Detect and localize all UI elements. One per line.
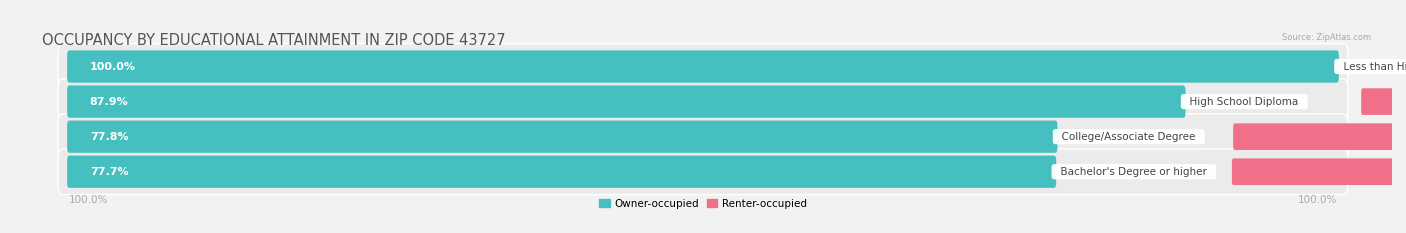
Text: Source: ZipAtlas.com: Source: ZipAtlas.com [1282,33,1371,42]
Text: Bachelor's Degree or higher: Bachelor's Degree or higher [1054,167,1213,177]
Text: Less than High School: Less than High School [1337,62,1406,72]
Legend: Owner-occupied, Renter-occupied: Owner-occupied, Renter-occupied [599,199,807,209]
FancyBboxPatch shape [67,120,1057,153]
FancyBboxPatch shape [67,50,1339,83]
FancyBboxPatch shape [58,44,1348,89]
FancyBboxPatch shape [67,156,1056,188]
Text: 100.0%: 100.0% [90,62,136,72]
Text: OCCUPANCY BY EDUCATIONAL ATTAINMENT IN ZIP CODE 43727: OCCUPANCY BY EDUCATIONAL ATTAINMENT IN Z… [42,33,505,48]
FancyBboxPatch shape [58,114,1348,159]
Text: College/Associate Degree: College/Associate Degree [1056,132,1202,142]
FancyBboxPatch shape [67,86,1185,118]
FancyBboxPatch shape [58,79,1348,124]
Text: 87.9%: 87.9% [90,97,128,106]
FancyBboxPatch shape [58,149,1348,195]
Text: 77.7%: 77.7% [90,167,128,177]
Text: 77.8%: 77.8% [90,132,128,142]
FancyBboxPatch shape [1361,88,1406,115]
Text: 100.0%: 100.0% [1298,195,1337,206]
Text: 100.0%: 100.0% [69,195,108,206]
FancyBboxPatch shape [1232,158,1406,185]
FancyBboxPatch shape [1233,123,1406,150]
Text: High School Diploma: High School Diploma [1184,97,1305,106]
